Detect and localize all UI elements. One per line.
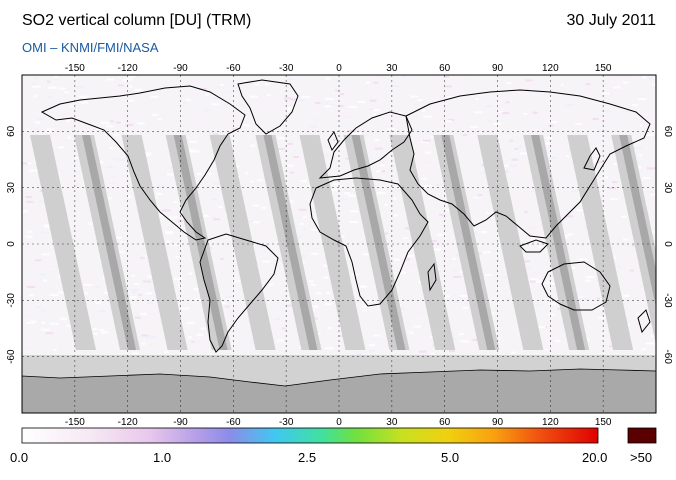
lon-tick-label-top: -150 xyxy=(65,63,85,74)
lat-tick-label-right: 0 xyxy=(662,241,673,247)
lat-tick-label-right: 30 xyxy=(662,182,673,194)
orbit-overlap-band xyxy=(441,135,496,350)
lon-tick-label-top: 90 xyxy=(492,63,504,74)
coastlines xyxy=(40,79,651,353)
orbit-gap-swath xyxy=(209,135,276,350)
map-frame xyxy=(21,74,657,414)
japan-coast xyxy=(583,147,601,171)
lon-tick-label-top: -60 xyxy=(226,63,241,74)
lon-tick-labels-top: -150 -120 -90 -60 -30 0 30 60 90 120 150 xyxy=(65,63,612,74)
indonesia-coast xyxy=(519,239,549,253)
orbit-overlap-band xyxy=(619,135,656,308)
south-america-coast xyxy=(199,233,279,353)
lon-tick-label-bottom: -30 xyxy=(279,417,294,428)
lat-tick-label-left: -30 xyxy=(6,293,17,308)
north-america-coast xyxy=(40,85,246,241)
lon-tick-label-top: -120 xyxy=(118,63,138,74)
lat-tick-label-right: -60 xyxy=(662,349,673,364)
orbit-gap-swath xyxy=(121,135,188,350)
lat-tick-label-left: -60 xyxy=(6,349,17,364)
lat-tick-label-left: 0 xyxy=(6,241,17,247)
lon-tick-label-top: -30 xyxy=(279,63,294,74)
orbit-overlap-band xyxy=(173,135,228,350)
lon-tick-label-top: 0 xyxy=(336,63,342,74)
lat-tick-labels-right: 60 30 0 -30 -60 xyxy=(662,126,673,365)
lon-tick-label-bottom: 120 xyxy=(542,417,559,428)
lon-tick-label-bottom: 90 xyxy=(492,417,504,428)
lon-tick-labels-bottom: -150 -120 -90 -60 -30 0 30 60 90 120 150 xyxy=(65,417,612,428)
orbit-gap-swath xyxy=(477,135,544,350)
lat-tick-label-right: -30 xyxy=(662,293,673,308)
new-zealand-coast xyxy=(637,309,651,334)
australia-coast xyxy=(541,261,611,311)
lon-tick-label-bottom: 30 xyxy=(386,417,398,428)
lat-tick-label-right: 60 xyxy=(662,126,673,138)
orbit-gap-swath xyxy=(567,135,634,350)
orbit-gap-swath xyxy=(389,135,456,350)
map-subtitle: OMI – KNMI/FMI/NASA xyxy=(22,40,159,55)
lon-tick-label-top: 120 xyxy=(542,63,559,74)
colorbar-overflow-label: >50 xyxy=(630,450,653,465)
madagascar-coast xyxy=(427,262,437,292)
lon-tick-label-bottom: 60 xyxy=(439,417,451,428)
greenland-coast xyxy=(237,79,299,135)
lon-tick-label-top: 30 xyxy=(386,63,398,74)
colorbar-overflow-swatch xyxy=(627,427,657,444)
map-title: SO2 vertical column [DU] (TRM) xyxy=(22,12,252,29)
map-date: 30 July 2011 xyxy=(566,12,656,29)
colorbar-label-1: 1.0 xyxy=(153,450,172,465)
lon-tick-label-bottom: -90 xyxy=(173,417,188,428)
orbit-overlap-band xyxy=(82,135,137,350)
lon-tick-label-top: 60 xyxy=(439,63,451,74)
lon-tick-label-bottom: 0 xyxy=(336,417,342,428)
lon-tick-label-bottom: -120 xyxy=(118,417,138,428)
lat-tick-label-left: 30 xyxy=(6,182,17,194)
colorbar-label-3: 5.0 xyxy=(441,450,460,465)
colorbar xyxy=(21,427,599,444)
colorbar-label-4: 20.0 xyxy=(582,450,608,465)
orbit-overlap-band xyxy=(531,135,586,350)
lon-tick-label-bottom: -60 xyxy=(226,417,241,428)
lon-tick-label-top: 150 xyxy=(595,63,612,74)
uk-coast xyxy=(327,130,339,152)
lon-tick-label-bottom: 150 xyxy=(595,417,612,428)
graticule xyxy=(22,75,656,413)
lat-tick-labels-left: 60 30 0 -30 -60 xyxy=(6,125,17,364)
colorbar-label-0: 0.0 xyxy=(10,450,29,465)
orbit-gap-swath xyxy=(30,135,96,350)
lat-tick-label-left: 60 xyxy=(6,125,17,137)
orbit-overlap-band xyxy=(263,135,318,350)
colorbar-label-2: 2.5 xyxy=(298,450,317,465)
asia-coast xyxy=(405,89,651,239)
lon-tick-label-bottom: -150 xyxy=(65,417,85,428)
lon-tick-label-top: -90 xyxy=(173,63,188,74)
orbit-gap-swaths xyxy=(30,135,656,350)
